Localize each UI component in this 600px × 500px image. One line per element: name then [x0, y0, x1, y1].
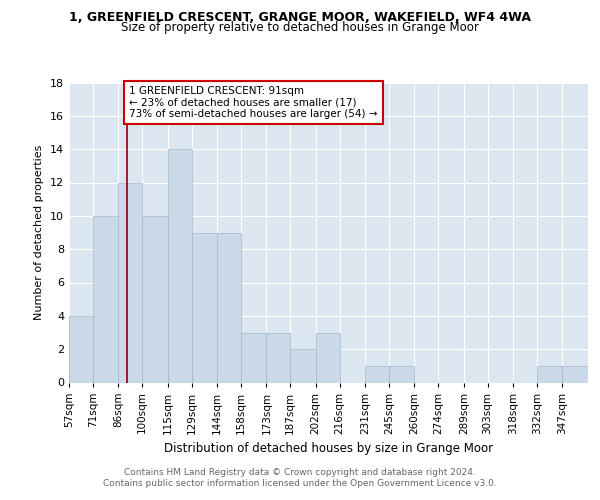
Bar	[167, 149, 191, 382]
Bar	[290, 349, 316, 382]
Bar	[365, 366, 389, 382]
Text: 1, GREENFIELD CRESCENT, GRANGE MOOR, WAKEFIELD, WF4 4WA: 1, GREENFIELD CRESCENT, GRANGE MOOR, WAK…	[69, 11, 531, 24]
Bar	[241, 332, 266, 382]
Y-axis label: Number of detached properties: Number of detached properties	[34, 145, 44, 320]
Bar	[389, 366, 415, 382]
Bar	[537, 366, 562, 382]
Bar	[316, 332, 340, 382]
Bar	[93, 216, 118, 382]
Bar	[217, 232, 241, 382]
Text: Size of property relative to detached houses in Grange Moor: Size of property relative to detached ho…	[121, 21, 479, 34]
Text: Contains HM Land Registry data © Crown copyright and database right 2024.
Contai: Contains HM Land Registry data © Crown c…	[103, 468, 497, 487]
Bar	[118, 182, 142, 382]
Text: 1 GREENFIELD CRESCENT: 91sqm
← 23% of detached houses are smaller (17)
73% of se: 1 GREENFIELD CRESCENT: 91sqm ← 23% of de…	[130, 86, 378, 119]
X-axis label: Distribution of detached houses by size in Grange Moor: Distribution of detached houses by size …	[164, 442, 493, 455]
Bar	[142, 216, 167, 382]
Bar	[562, 366, 588, 382]
Bar	[266, 332, 290, 382]
Bar	[191, 232, 217, 382]
Bar	[69, 316, 93, 382]
